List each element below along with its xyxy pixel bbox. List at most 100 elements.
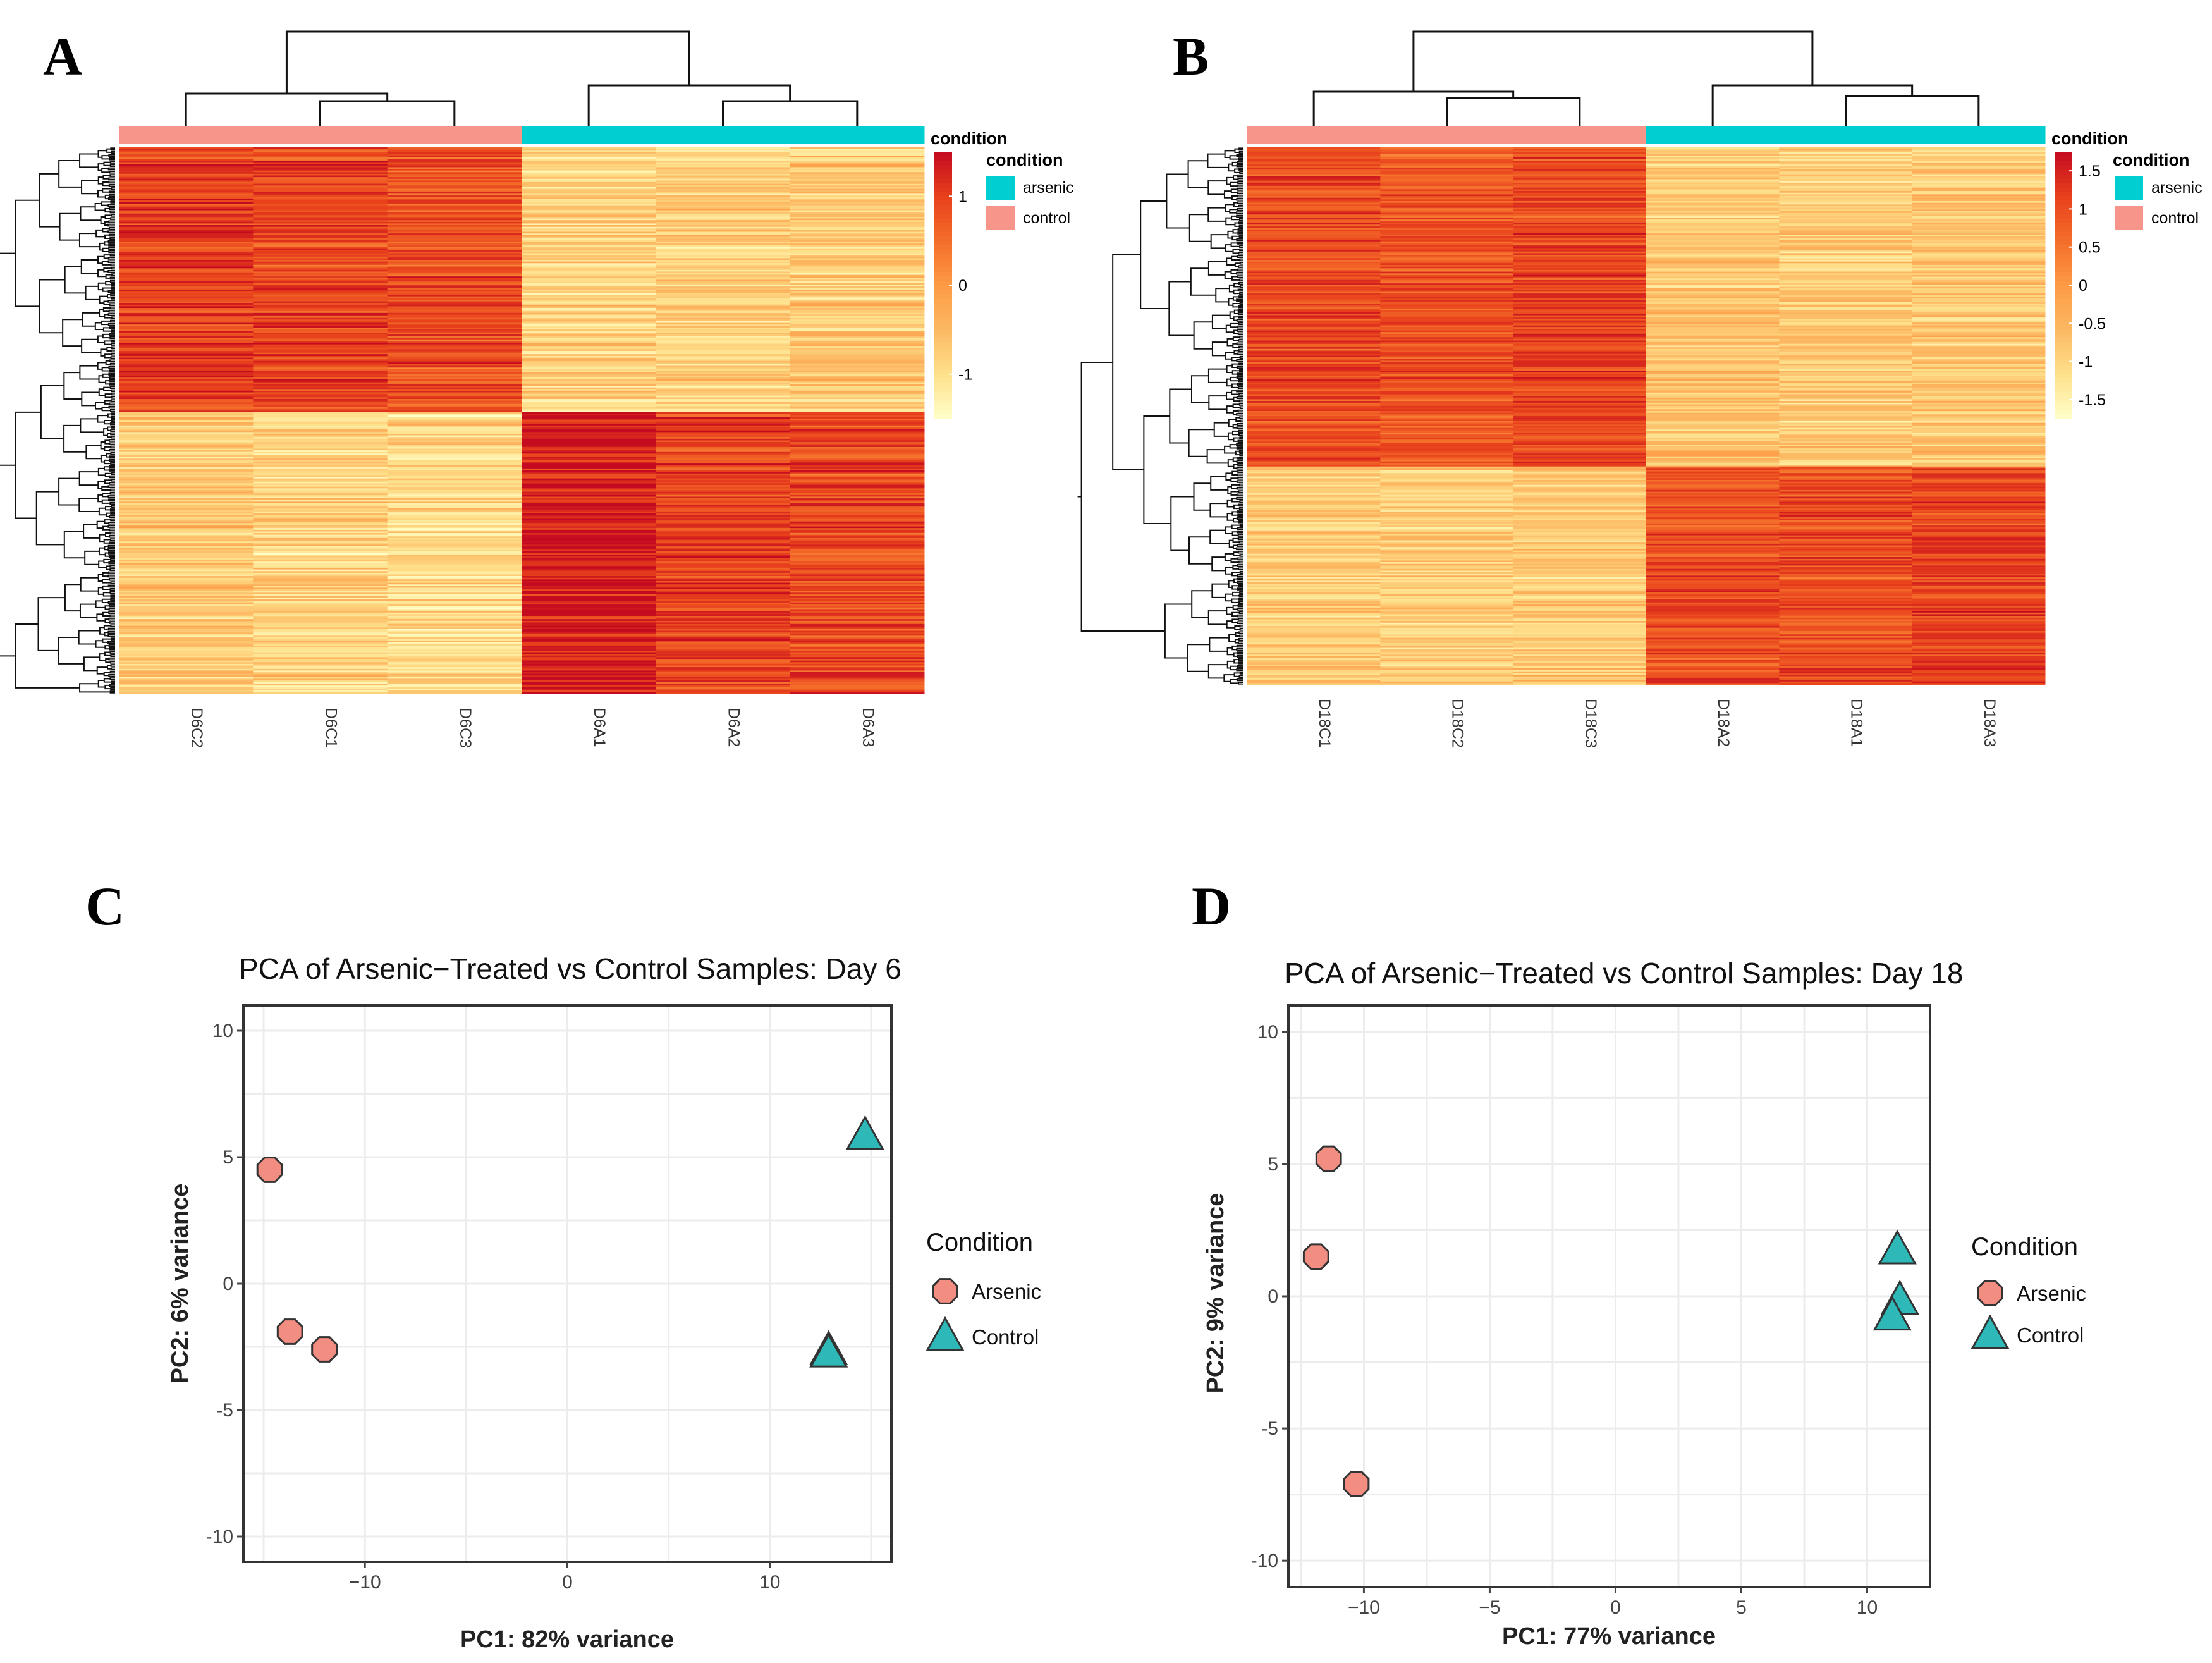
heatmap-cell [1513, 542, 1647, 544]
heatmap-cell [1779, 681, 1913, 684]
heatmap-cell [1912, 332, 2046, 334]
heatmap-cell [1779, 568, 1913, 571]
heatmap-cell [119, 523, 254, 525]
heatmap-cell [1912, 570, 2046, 573]
heatmap-cell [1646, 236, 1780, 238]
heatmap-cell [1247, 493, 1381, 496]
heatmap-cell [1646, 194, 1780, 197]
heatmap-cell [253, 536, 388, 539]
dendrogram-branch [1228, 634, 1236, 642]
heatmap-cell [1912, 438, 2046, 440]
heatmap-cell [119, 488, 254, 491]
heatmap-cell [253, 682, 388, 684]
heatmap-cell [790, 288, 925, 290]
color-scale-swatch [934, 156, 952, 161]
heatmap-cell [790, 276, 925, 279]
heatmap-cell [1247, 304, 1381, 306]
heatmap-cell [522, 680, 656, 683]
heatmap-cell [387, 390, 522, 393]
heatmap-cell [1912, 276, 2046, 279]
heatmap-cell [119, 309, 254, 312]
heatmap-cell [119, 187, 254, 189]
heatmap-cell [1513, 649, 1647, 652]
heatmap-cell [1779, 471, 1913, 474]
heatmap-cell [253, 644, 388, 646]
heatmap-cell [1380, 577, 1514, 580]
heatmap-cell [1247, 501, 1381, 504]
heatmap-cell [1380, 439, 1514, 442]
heatmap-cell [1646, 473, 1780, 476]
dendrogram-branch [1239, 285, 1243, 288]
heatmap-cell [1779, 207, 1913, 210]
heatmap-cell [387, 177, 522, 180]
heatmap-cell [1912, 663, 2046, 665]
dendrogram-branch [111, 415, 115, 419]
heatmap-cell [1912, 248, 2046, 250]
heatmap-cell [1779, 362, 1913, 365]
heatmap-cell [1513, 191, 1647, 193]
heatmap-cell [522, 419, 656, 421]
heatmap-cell [1646, 396, 1780, 398]
heatmap-cell [1912, 528, 2046, 531]
heatmap-cell [253, 472, 388, 474]
heatmap-cell [1247, 548, 1381, 551]
heatmap-cell [1779, 201, 1913, 204]
heatmap-cell [1247, 187, 1381, 190]
heatmap-cell [1513, 236, 1647, 238]
heatmap-cell [1912, 592, 2046, 594]
heatmap-cell [1912, 397, 2046, 400]
heatmap-cell [522, 369, 656, 371]
heatmap-cell [1912, 656, 2046, 658]
heatmap-cell [1513, 483, 1647, 486]
heatmap-cell [656, 352, 791, 355]
heatmap-cell [1646, 681, 1780, 684]
heatmap-cell [522, 328, 656, 330]
annotation-cell-arsenic [1646, 126, 1780, 144]
heatmap-cell [1912, 243, 2046, 245]
heatmap-cell [1513, 342, 1647, 345]
heatmap-cell [1646, 512, 1780, 514]
heatmap-cell [119, 689, 254, 691]
heatmap-cell [1646, 575, 1780, 578]
heatmap-cell [1247, 182, 1381, 185]
heatmap-cell [253, 534, 388, 537]
heatmap-cell [1779, 186, 1913, 188]
heatmap-cell [656, 516, 791, 519]
heatmap-cell [1779, 543, 1913, 546]
heatmap-cell [1247, 291, 1381, 294]
dendrogram-branch [99, 653, 106, 661]
dendrogram-branch [1236, 271, 1243, 275]
heatmap-cell [1779, 202, 1913, 205]
heatmap-cell [790, 365, 925, 368]
heatmap-cell [119, 577, 254, 580]
dendrogram-branch [110, 200, 115, 204]
dendrogram-branch [108, 180, 115, 184]
heatmap-cell [522, 159, 656, 161]
heatmap-cell [522, 603, 656, 605]
heatmap-cell [1646, 552, 1780, 555]
heatmap-cell [1380, 653, 1514, 655]
heatmap-cell [1513, 156, 1647, 158]
heatmap-cell [387, 627, 522, 630]
heatmap-cell [1247, 238, 1381, 240]
heatmap-cell [253, 551, 388, 553]
color-scale-swatch [2055, 387, 2072, 393]
heatmap-cell [1912, 661, 2046, 663]
heatmap-cell [522, 477, 656, 479]
heatmap-cell [1912, 357, 2046, 360]
dendrogram-branch [1237, 255, 1243, 258]
heatmap-cell [1646, 226, 1780, 228]
heatmap-cell [1247, 417, 1381, 420]
heatmap-cell [1513, 622, 1647, 625]
heatmap-cell [1779, 353, 1913, 356]
heatmap-cell [119, 359, 254, 362]
heatmap-cell [119, 680, 254, 683]
heatmap-cell [1646, 149, 1780, 151]
heatmap-cell [387, 271, 522, 274]
heatmap-cell [1247, 649, 1381, 652]
dendrogram-branch [109, 475, 115, 479]
heatmap-cell [1779, 407, 1913, 410]
heatmap-cell [253, 387, 388, 390]
